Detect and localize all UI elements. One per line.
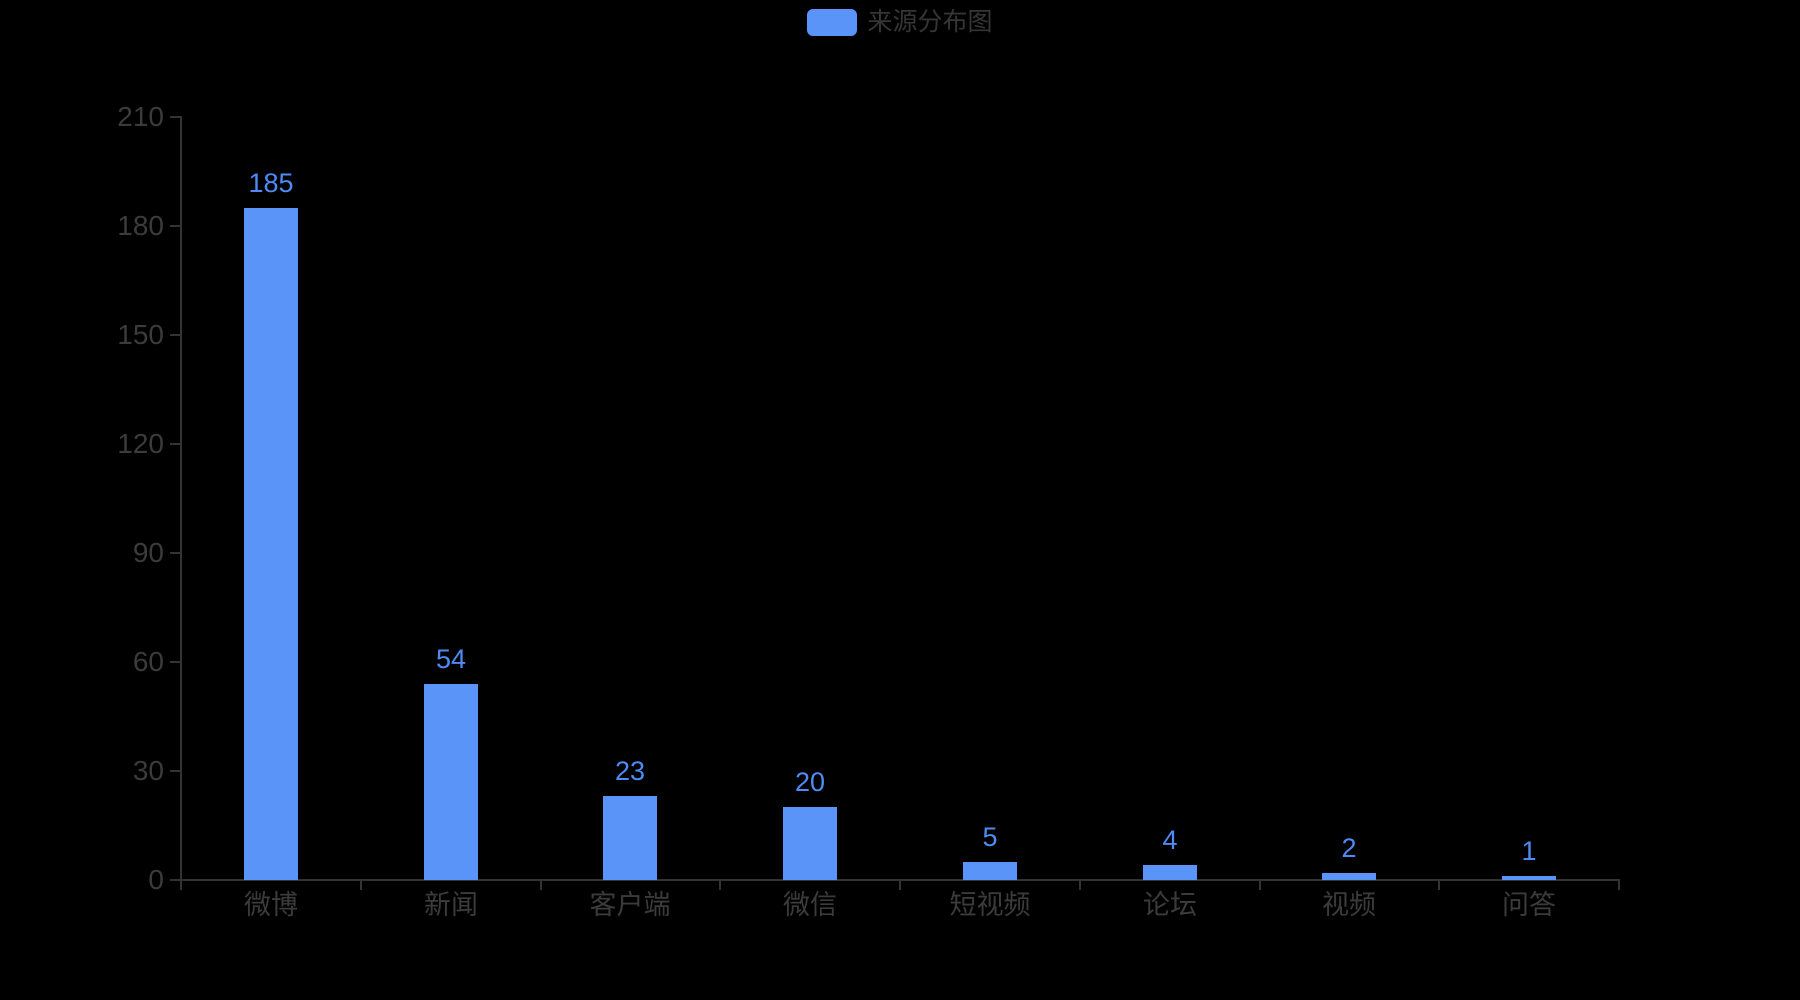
x-axis-category-label: 微信 [783,890,837,920]
x-axis-tick [1258,880,1261,890]
x-axis-category-label: 新闻 [424,890,478,920]
x-axis-tick [359,880,362,890]
y-axis-line [180,116,182,881]
y-axis-tick [170,116,181,118]
x-axis-category-label: 论坛 [1143,890,1197,920]
x-axis-tick [1078,880,1081,890]
bar-value-label: 20 [794,767,826,797]
bar-value-label: 4 [1162,825,1178,855]
bar[interactable] [424,684,478,880]
bar-value-label: 1 [1521,836,1537,866]
y-axis-tick [170,225,181,227]
x-axis-tick [539,880,542,890]
bar-value-label: 2 [1341,833,1357,863]
y-axis-label: 180 [117,210,164,241]
x-axis-category-label: 问答 [1502,890,1556,920]
bar-value-label: 54 [435,644,467,674]
x-axis-tick [719,880,722,890]
bar[interactable] [244,208,298,880]
legend[interactable]: 来源分布图 [0,9,1800,36]
legend-label: 来源分布图 [867,8,993,36]
y-axis-label: 60 [132,646,164,677]
bar-value-label: 23 [614,756,646,786]
x-axis-tick [1618,880,1620,890]
y-axis-label: 150 [117,319,164,350]
y-axis-tick [170,443,181,445]
bar[interactable] [1143,865,1197,880]
y-axis-label: 120 [117,428,164,459]
bar-value-label: 185 [248,168,294,198]
y-axis-tick [170,552,181,554]
x-axis-category-label: 视频 [1322,890,1376,920]
y-axis-tick [170,879,181,881]
bar[interactable] [1502,876,1556,880]
bar[interactable] [603,796,657,880]
y-axis-label: 30 [132,755,164,786]
legend-swatch [807,9,858,36]
bar-value-label: 5 [982,822,998,852]
x-axis-category-label: 短视频 [949,890,1031,920]
y-axis-tick [170,770,181,772]
y-axis-label: 210 [117,101,164,132]
x-axis-tick [180,880,182,890]
x-axis-tick [1438,880,1441,890]
y-axis-tick [170,334,181,336]
x-axis-tick [899,880,901,890]
bar[interactable] [783,807,837,880]
y-axis-label: 90 [132,537,164,568]
y-axis-label: 0 [148,864,164,895]
bar[interactable] [963,862,1017,880]
bar[interactable] [1322,873,1376,880]
x-axis-category-label: 客户端 [589,890,671,920]
y-axis-tick [170,661,181,663]
x-axis-category-label: 微博 [244,890,298,920]
